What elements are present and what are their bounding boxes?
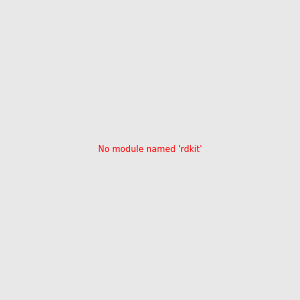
Text: No module named 'rdkit': No module named 'rdkit' xyxy=(98,146,202,154)
